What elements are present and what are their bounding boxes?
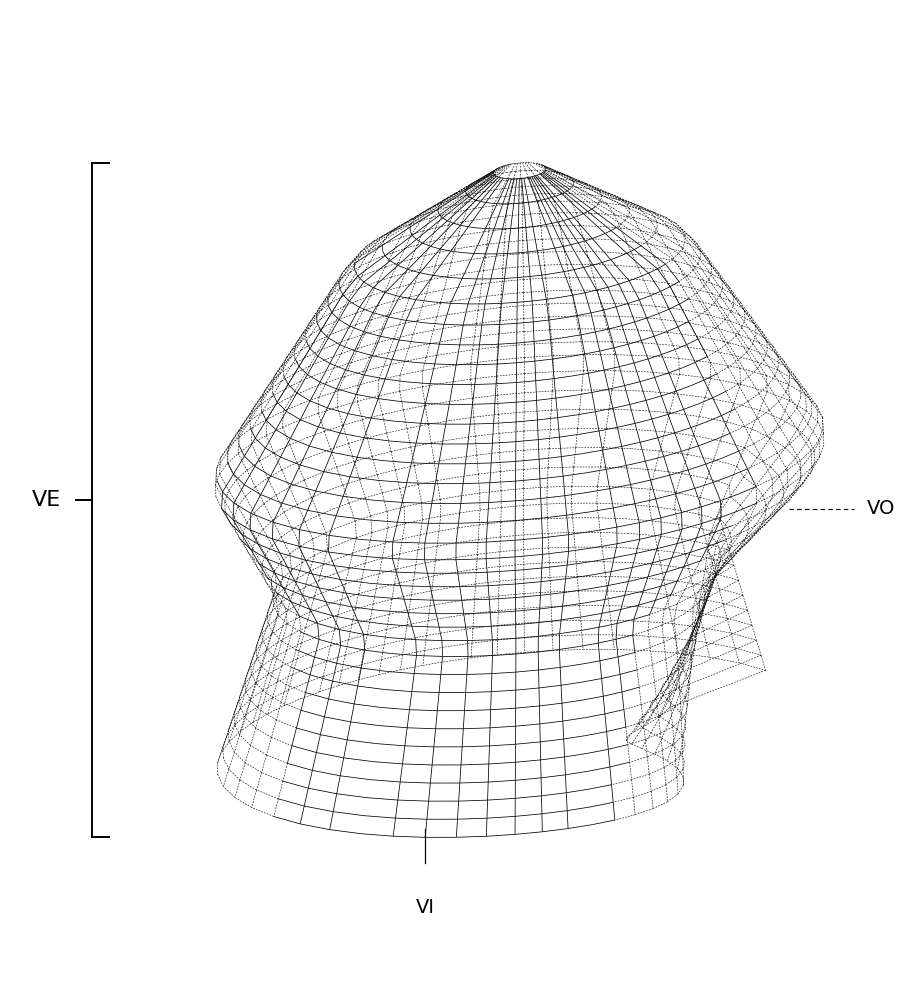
Text: VO: VO <box>867 499 895 518</box>
Text: VI: VI <box>415 898 434 917</box>
Text: VE: VE <box>32 490 61 510</box>
